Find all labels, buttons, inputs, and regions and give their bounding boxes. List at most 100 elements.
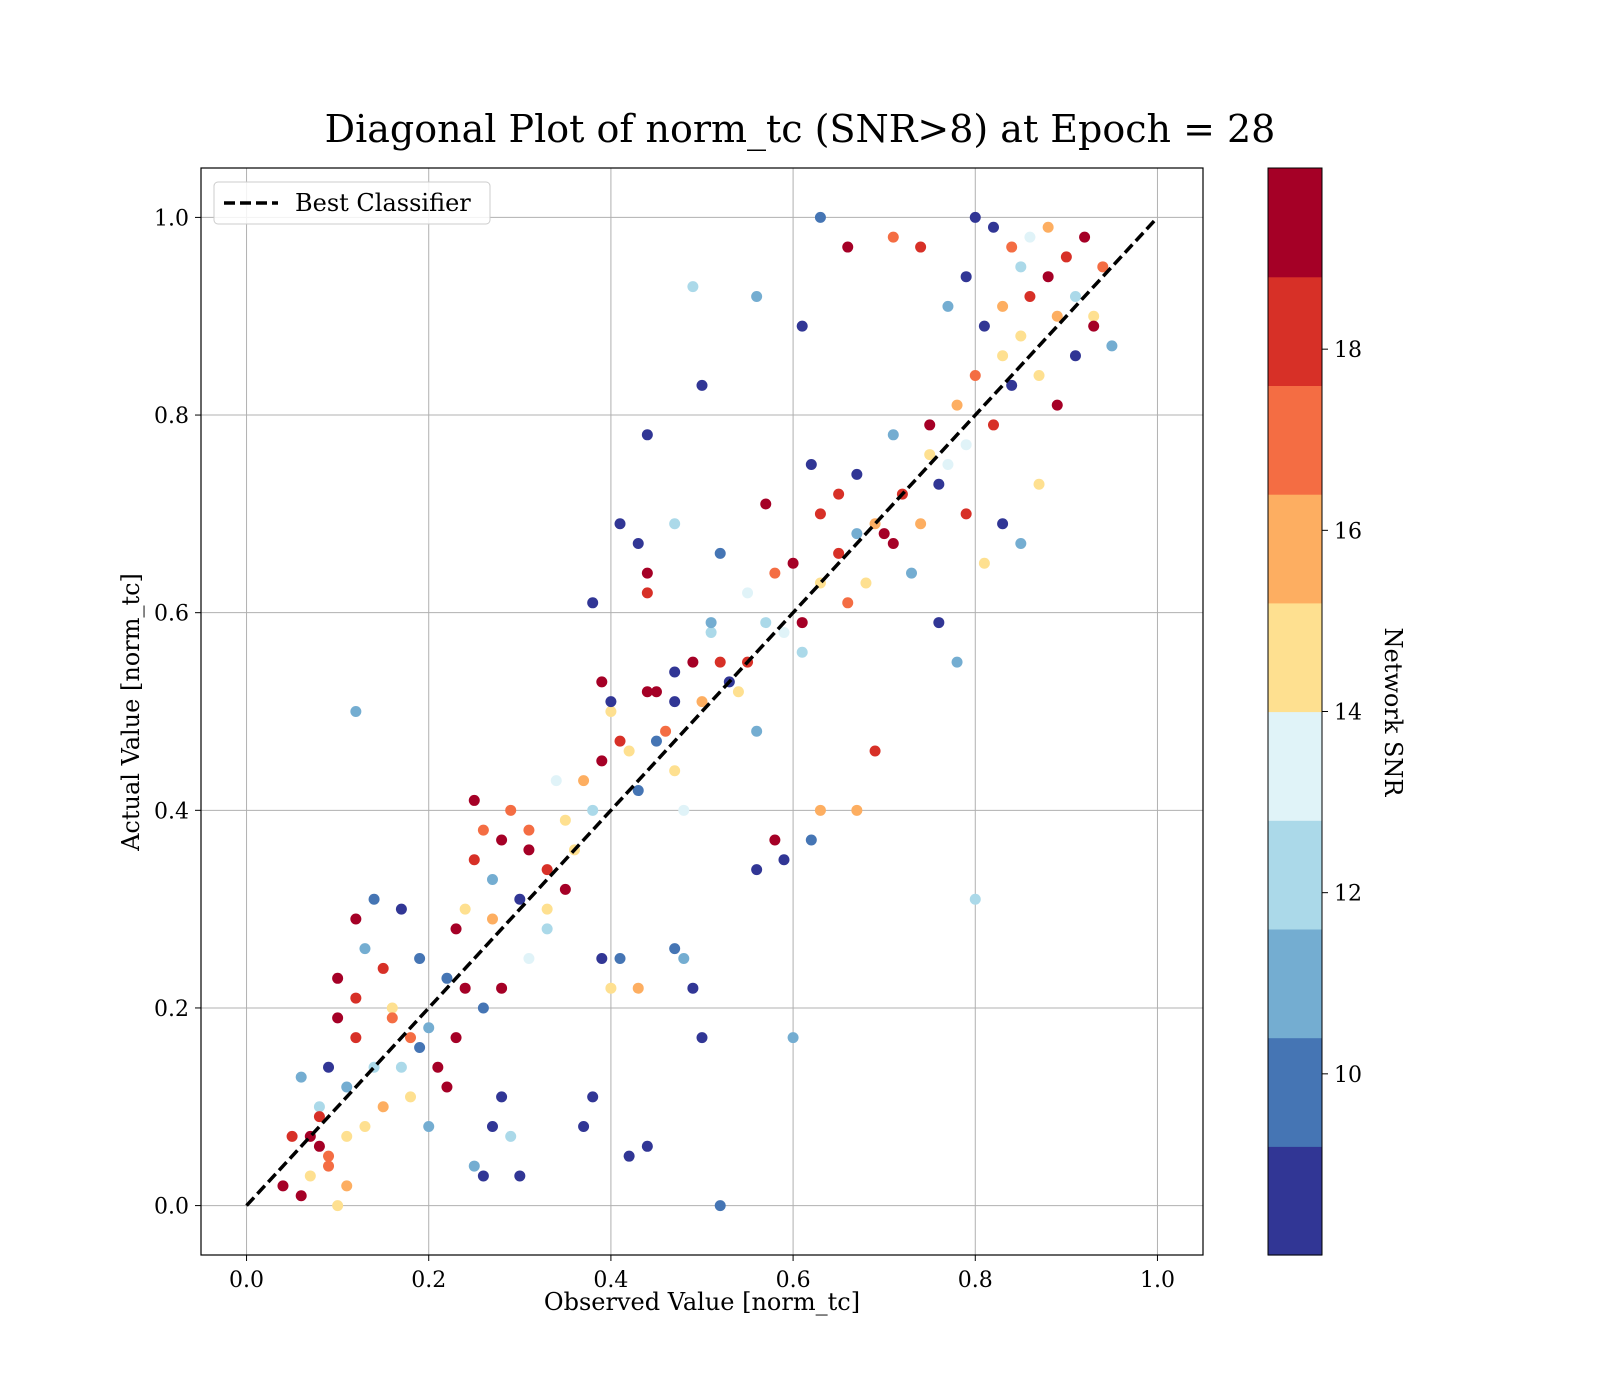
scatter-point (714, 1200, 726, 1212)
scatter-point (505, 1130, 517, 1142)
scatter-point (423, 1022, 435, 1034)
scatter-point (732, 686, 744, 698)
scatter-point (833, 547, 845, 559)
colorbar-tick-label: 14 (1334, 701, 1362, 726)
chart-title: Diagonal Plot of norm_tc (SNR>8) at Epoc… (325, 107, 1276, 152)
scatter-point (641, 686, 653, 698)
scatter-point (760, 617, 772, 629)
scatter-point (641, 587, 653, 599)
scatter-point (805, 458, 817, 470)
scatter-point (641, 567, 653, 579)
colorbar-segment (1268, 820, 1322, 930)
reference-line-layer (245, 216, 1159, 1207)
data-points (277, 211, 1118, 1212)
scatter-point (969, 370, 981, 382)
scatter-point (341, 1130, 353, 1142)
scatter-point (350, 992, 362, 1004)
scatter-point (496, 1091, 508, 1103)
y-tick-label: 0.6 (154, 602, 189, 627)
colorbar-segment (1268, 711, 1322, 821)
x-tick-label: 1.0 (1140, 1268, 1175, 1293)
scatter-point (1015, 330, 1027, 342)
scatter-point (924, 449, 936, 461)
scatter-point (468, 1160, 480, 1172)
scatter-point (1024, 231, 1036, 243)
scatter-point (814, 804, 826, 816)
scatter-point (441, 1081, 453, 1093)
scatter-point (660, 725, 672, 737)
scatter-point (805, 834, 817, 846)
scatter-point (915, 518, 927, 530)
scatter-point (978, 557, 990, 569)
scatter-point (887, 538, 899, 550)
colorbar-segment (1268, 1146, 1322, 1256)
scatter-point (796, 320, 808, 332)
colorbar-tick-label: 16 (1334, 519, 1362, 544)
scatter-point (751, 725, 763, 737)
scatter-point (459, 903, 471, 915)
scatter-point (987, 419, 999, 431)
scatter-point (751, 290, 763, 302)
scatter-point (477, 1170, 489, 1182)
scatter-point (614, 735, 626, 747)
scatter-point (350, 706, 362, 717)
scatter-point (1042, 271, 1054, 283)
scatter-point (304, 1170, 316, 1182)
scatter-point (869, 745, 881, 757)
scatter-point (842, 597, 854, 609)
scatter-point (541, 923, 553, 935)
scatter-point (486, 873, 498, 885)
scatter-point (678, 953, 690, 965)
scatter-point (1060, 251, 1072, 263)
scatter-point (997, 350, 1009, 362)
scatter-point (541, 864, 553, 876)
scatter-point (778, 854, 790, 866)
scatter-point (559, 814, 571, 826)
scatter-point (514, 1170, 526, 1182)
scatter-point (987, 221, 999, 233)
scatter-point (632, 785, 644, 797)
scatter-point (423, 1121, 435, 1133)
x-tick-label: 0.2 (411, 1268, 446, 1293)
colorbar-segment (1268, 385, 1322, 495)
y-axis-ticks: 0.0 0.2 0.4 0.6 0.8 1.0 (154, 206, 201, 1220)
scatter-point (751, 864, 763, 876)
scatter-point (833, 488, 845, 500)
scatter-point (523, 844, 535, 856)
legend-box (213, 181, 491, 225)
scatter-point (906, 567, 918, 579)
scatter-point (341, 1180, 353, 1192)
scatter-point (605, 696, 617, 708)
scatter-point (705, 626, 717, 638)
scatter-point (405, 1091, 417, 1103)
scatter-point (414, 953, 426, 965)
legend-label: Best Classifier (295, 189, 471, 217)
scatter-point (1033, 370, 1045, 382)
scatter-point (587, 597, 599, 609)
colorbar-tick-label: 12 (1334, 882, 1362, 907)
scatter-point (295, 1071, 307, 1083)
scatter-point (377, 1101, 389, 1113)
x-tick-label: 0.6 (776, 1268, 811, 1293)
scatter-point (650, 686, 662, 698)
scatter-point (632, 538, 644, 550)
scatter-point (614, 953, 626, 965)
scatter-point (997, 518, 1009, 530)
scatter-point (1033, 478, 1045, 490)
scatter-point (696, 1032, 708, 1044)
scatter-point (942, 458, 954, 470)
scatter-point (332, 1012, 344, 1024)
scatter-point (1106, 340, 1118, 352)
scatter-point (1006, 241, 1018, 253)
scatter-point (486, 913, 498, 925)
scatter-point (587, 1091, 599, 1103)
scatter-point (313, 1101, 325, 1113)
colorbar-segment (1268, 1037, 1322, 1147)
scatter-point (851, 528, 863, 540)
y-tick-label: 0.0 (154, 1195, 189, 1220)
scatter-point (769, 834, 781, 846)
scatter-point (1051, 310, 1063, 322)
scatter-point (1069, 290, 1081, 302)
scatter-point (614, 518, 626, 530)
scatter-point (851, 804, 863, 816)
